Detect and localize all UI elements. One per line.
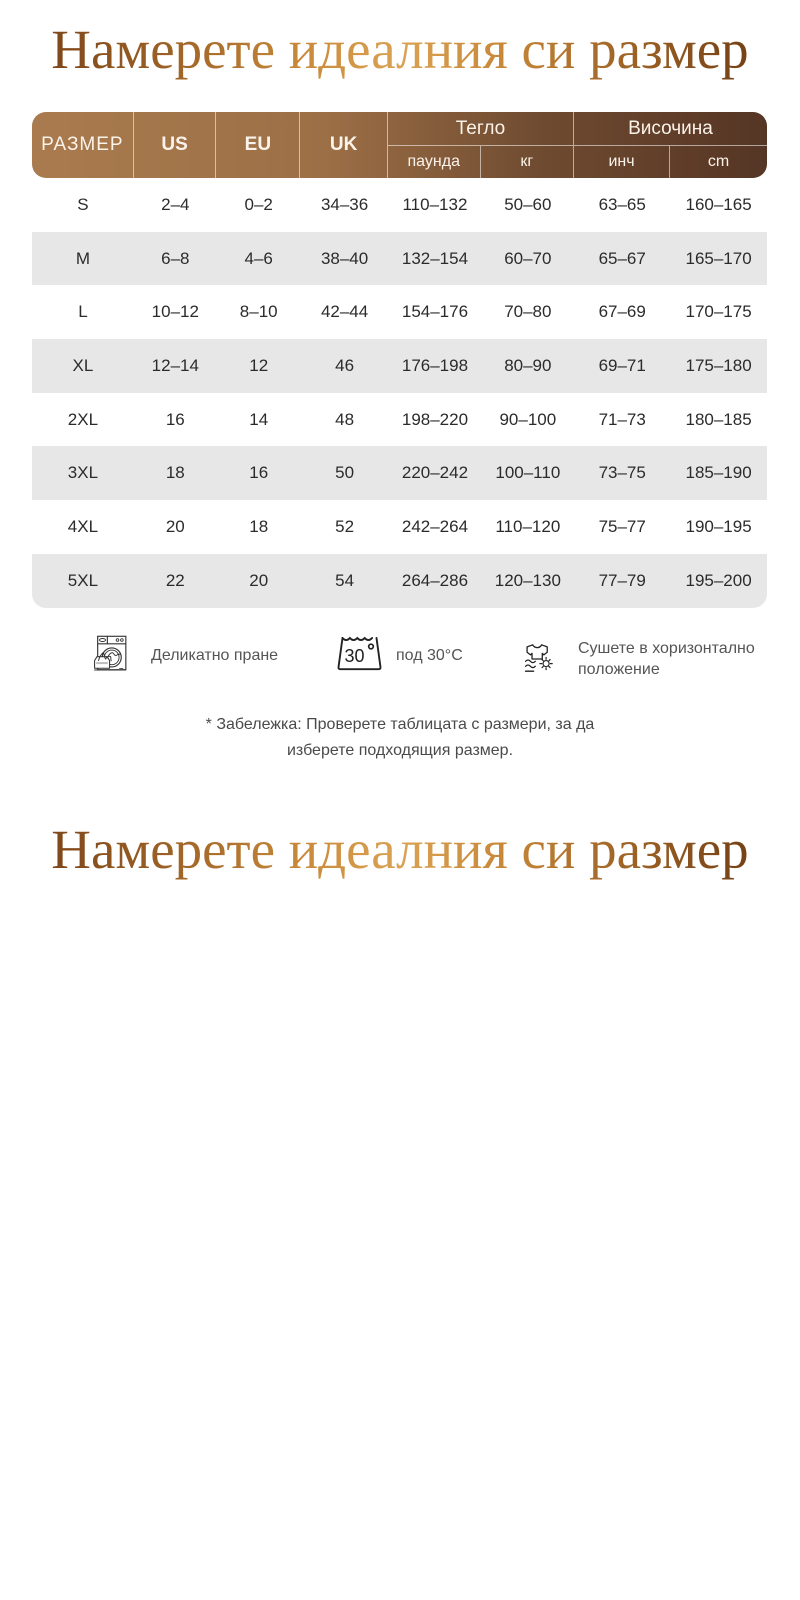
svg-text:30: 30 xyxy=(344,646,364,666)
